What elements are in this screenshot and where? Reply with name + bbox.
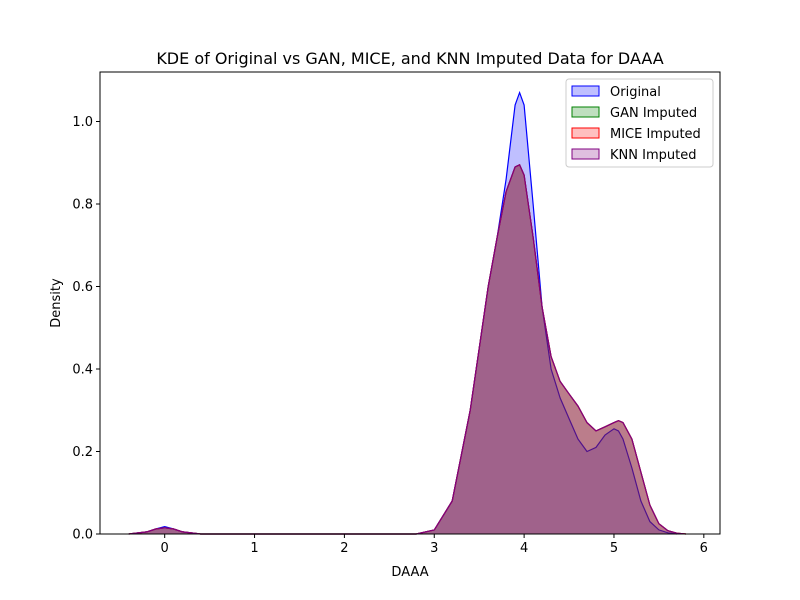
x-tick-label: 2: [340, 541, 348, 556]
y-tick-label: 0.4: [72, 363, 93, 378]
legend-label-knn-imputed: KNN Imputed: [610, 148, 696, 163]
legend-box: [565, 78, 714, 168]
y-tick-label: 1.0: [72, 115, 93, 130]
series-area-mice-imputed: [128, 164, 686, 535]
x-tick-label: 6: [700, 541, 708, 556]
legend-label-mice-imputed: MICE Imputed: [610, 127, 701, 142]
y-tick-label: 0.2: [72, 445, 93, 460]
series-area-gan-imputed: [128, 164, 686, 535]
legend: Original GAN Imputed MICE Imputed KNN Imput…: [565, 78, 714, 168]
legend-label-original: Original: [610, 85, 661, 100]
y-tick-label: 0.6: [72, 280, 93, 295]
x-tick-label: 0: [161, 541, 169, 556]
x-tick-label: 5: [610, 541, 618, 556]
series-area-knn-imputed: [128, 164, 686, 535]
y-axis: 0.0 0.2 0.4 0.6 0.8 1.0: [72, 115, 100, 543]
x-tick-label: 3: [430, 541, 438, 556]
y-tick-label: 0.0: [72, 528, 93, 543]
y-axis-label: Density: [49, 278, 64, 328]
x-tick-label: 4: [520, 541, 528, 556]
series-area-original: [128, 92, 677, 534]
x-axis: 0 1 2 3 4 5 6: [161, 534, 708, 556]
legend-swatch-knn-imputed: [571, 148, 600, 160]
x-axis-label: DAAA: [391, 565, 428, 580]
legend-label-gan-imputed: GAN Imputed: [610, 106, 697, 121]
legend-swatch-original: [571, 85, 600, 97]
y-tick-label: 0.8: [72, 198, 93, 213]
legend-swatch-mice-imputed: [571, 127, 600, 139]
chart-title: KDE of Original vs GAN, MICE, and KNN Im…: [156, 49, 663, 68]
axes-frame: [99, 71, 721, 535]
x-tick-label: 1: [250, 541, 258, 556]
legend-swatch-gan-imputed: [571, 106, 600, 118]
